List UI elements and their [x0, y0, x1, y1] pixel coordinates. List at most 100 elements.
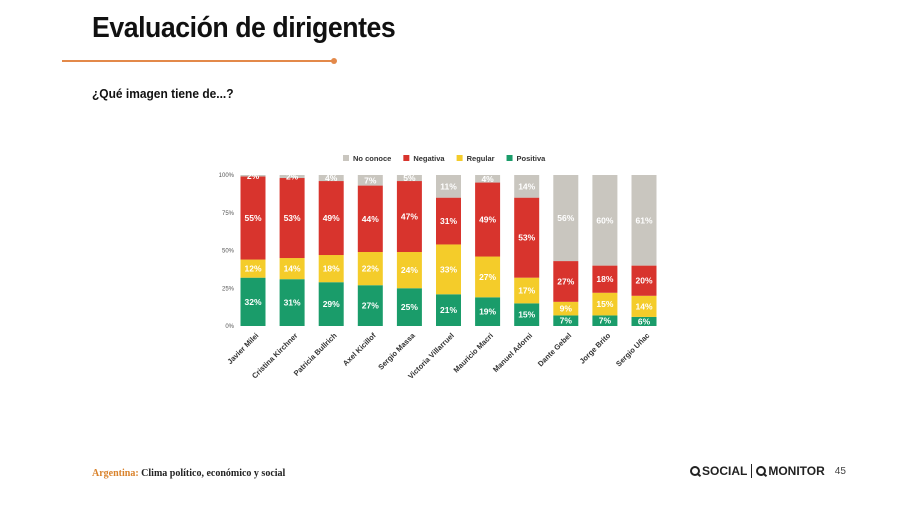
social-logo: SOCIAL — [690, 464, 747, 478]
bar-segment-negativa — [514, 197, 540, 278]
bar-segment-negativa — [357, 185, 383, 253]
data-label: 29% — [323, 299, 340, 309]
slide-title: Evaluación de dirigentes — [92, 12, 396, 44]
data-label: 31% — [284, 298, 301, 308]
bar-segment-regular — [240, 259, 266, 278]
bar-segment-regular — [318, 255, 344, 283]
bar-segment-negativa — [475, 182, 501, 257]
brand-logos: SOCIAL MONITOR 45 — [690, 462, 846, 480]
bar-segment-no-conoce — [436, 175, 461, 198]
monitor-logo: MONITOR — [756, 464, 825, 478]
footer-country: Argentina: — [92, 468, 139, 479]
data-label: 49% — [323, 213, 340, 223]
slide-subtitle: ¿Qué imagen tiene de...? — [92, 86, 234, 101]
page-number: 45 — [834, 465, 846, 477]
category-label: Dante Gebel — [536, 331, 573, 368]
legend-label: Negativa — [413, 154, 445, 163]
data-label: 14% — [635, 301, 652, 311]
legend-swatch — [506, 155, 513, 161]
legend-label: Regular — [467, 154, 495, 163]
category-label: Mauricio Macri — [452, 331, 495, 374]
bar-segment-regular — [514, 277, 540, 304]
bar-segment-no-conoce — [592, 175, 618, 266]
bar-segment-positiva — [631, 316, 657, 326]
data-label: 56% — [557, 213, 574, 223]
y-tick-label: 50% — [222, 249, 235, 255]
data-label: 47% — [401, 212, 418, 222]
data-label: 27% — [362, 301, 379, 311]
bar-segment-positiva — [279, 279, 305, 326]
bar-segment-regular — [396, 252, 422, 289]
q-logo-icon — [756, 466, 767, 476]
bar-segment-regular — [553, 301, 579, 316]
bar-segment-regular — [475, 256, 501, 298]
bar-segment-positiva — [436, 294, 461, 326]
bar-segment-negativa — [240, 176, 266, 260]
data-label: 7% — [364, 175, 377, 185]
footer-description: Clima político, económico y social — [141, 468, 286, 479]
data-label: 31% — [440, 216, 457, 226]
q-logo-icon — [690, 466, 700, 476]
category-label: Javier Milei — [225, 331, 260, 366]
bar-segment-positiva — [514, 303, 540, 326]
category-label: Jorge Brito — [578, 331, 613, 366]
social-logo-text: SOCIAL — [702, 464, 748, 478]
bar-segment-regular — [592, 292, 618, 316]
category-label: Manuel Adorni — [491, 331, 534, 374]
data-label: 21% — [440, 305, 457, 315]
title-underline-dot — [331, 58, 337, 64]
bar-segment-negativa — [553, 261, 579, 302]
data-label: 19% — [479, 307, 496, 317]
data-label: 14% — [518, 181, 535, 191]
bar-segment-no-conoce — [396, 175, 422, 182]
data-label: 15% — [596, 299, 613, 309]
bar-segment-regular — [631, 295, 657, 317]
legend-label: Positiva — [517, 154, 547, 163]
data-label: 22% — [362, 264, 379, 274]
y-tick-label: 25% — [222, 286, 235, 292]
title-underline — [62, 60, 334, 62]
bar-segment-negativa — [396, 181, 422, 253]
data-label: 55% — [244, 213, 261, 223]
bar-segment-negativa — [279, 178, 305, 259]
data-label: 18% — [596, 274, 613, 284]
data-label: 49% — [479, 215, 496, 225]
bar-segment-negativa — [318, 181, 344, 256]
bar-segment-positiva — [240, 277, 266, 326]
data-label: 7% — [599, 316, 612, 326]
bar-segment-no-conoce — [553, 175, 579, 262]
logo-divider — [751, 464, 753, 478]
data-label: 20% — [635, 276, 652, 286]
data-label: 7% — [560, 316, 573, 326]
bar-segment-no-conoce — [514, 175, 540, 198]
y-tick-label: 75% — [222, 211, 235, 217]
bar-segment-no-conoce — [318, 175, 344, 182]
data-label: 18% — [323, 264, 340, 274]
data-label: 24% — [401, 265, 418, 275]
data-label: 14% — [284, 264, 301, 274]
data-label: 60% — [596, 215, 613, 225]
data-label: 17% — [518, 286, 535, 296]
data-label: 33% — [440, 264, 457, 274]
bar-segment-positiva — [318, 282, 344, 326]
category-label: Sergio Massa — [376, 330, 417, 371]
y-tick-label: 0% — [225, 324, 234, 330]
data-label: 4% — [325, 173, 338, 183]
bar-segment-negativa — [592, 265, 618, 293]
bar-segment-positiva — [396, 288, 422, 326]
data-label: 27% — [557, 276, 574, 286]
bar-segment-negativa — [631, 265, 657, 296]
bar-segment-positiva — [475, 297, 501, 326]
legend-swatch — [343, 155, 349, 161]
bar-segment-no-conoce — [631, 175, 657, 266]
data-label: 4% — [481, 174, 494, 184]
data-label: 6% — [638, 316, 651, 326]
data-label: 27% — [479, 272, 496, 282]
monitor-logo-text: MONITOR — [768, 464, 825, 478]
data-label: 12% — [244, 264, 261, 274]
data-label: 44% — [362, 214, 379, 224]
bar-segment-positiva — [357, 285, 383, 326]
data-label: 25% — [401, 302, 418, 312]
data-label: 53% — [284, 213, 301, 223]
